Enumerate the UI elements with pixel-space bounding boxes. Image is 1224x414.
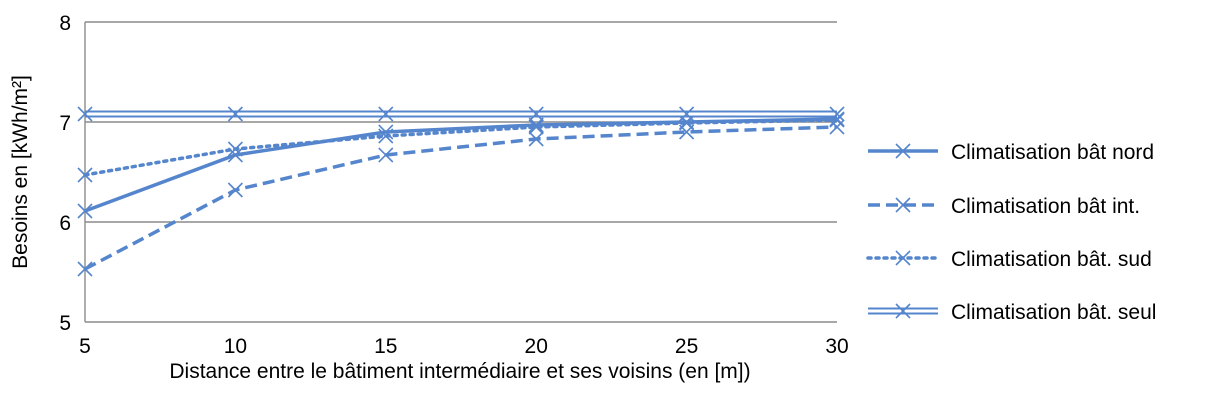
series-2-point-30 [829,119,845,135]
series-1 [77,111,845,219]
y-axis-label: Besoins en [kWh/m²] [9,75,32,269]
legend-item-1: Climatisation bât nord [868,141,1154,164]
series-3-point-15 [378,128,394,144]
x-tick-label-10: 10 [224,335,247,358]
y-tick-label-8: 8 [59,12,71,35]
x-tick-label-30: 30 [825,335,848,358]
x-axis-label: Distance entre le bâtiment intermédiaire… [169,360,750,383]
axes [84,22,837,323]
legend-label-2: Climatisation bât int. [951,195,1140,218]
series-4-point-10 [227,106,243,122]
y-tick-label-5: 5 [59,312,71,335]
legend-marker-4 [895,303,911,319]
series-4-point-15 [378,106,394,122]
series-3-line [83,118,839,177]
series-lines [77,106,845,277]
series-2-point-10 [227,182,243,198]
series-4-point-5 [77,106,93,122]
x-tick-label-5: 5 [79,335,91,358]
series-2-line [84,125,838,271]
series-4-point-20 [528,106,544,122]
legend-item-4: Climatisation bât. seul [868,301,1156,324]
series-1-point-20 [528,117,544,133]
series-4-point-30 [829,106,845,122]
x-tick-label-25: 25 [675,335,698,358]
x-tick-label-20: 20 [525,335,548,358]
tick-labels: 5 6 7 8 5 10 15 20 25 30 [59,12,848,358]
legend-item-2: Climatisation bât int. [868,195,1140,218]
legend-marker-1 [895,143,911,159]
series-2-point-15 [378,147,394,163]
series-4 [77,106,845,122]
series-2-point-5 [77,261,93,277]
series-1-line [84,117,838,213]
legend-marker-3 [895,250,911,266]
legend-item-3: Climatisation bât. sud [866,248,1152,271]
series-3-point-10 [227,141,243,157]
legend: Climatisation bât nord Climatisation bât … [866,141,1156,324]
legend-label-3: Climatisation bât. sud [951,248,1152,271]
series-2-point-20 [528,131,544,147]
series-4-point-25 [679,106,695,122]
y-tick-label-6: 6 [59,212,71,235]
legend-label-4: Climatisation bât. seul [951,301,1156,324]
x-tick-label-15: 15 [374,335,397,358]
y-tick-label-7: 7 [59,112,71,135]
series-3-point-20 [528,119,544,135]
legend-label-1: Climatisation bât nord [951,141,1154,164]
series-3-point-5 [77,167,93,183]
legend-marker-2 [895,197,911,213]
series-1-point-5 [77,203,93,219]
series-2 [77,119,845,277]
